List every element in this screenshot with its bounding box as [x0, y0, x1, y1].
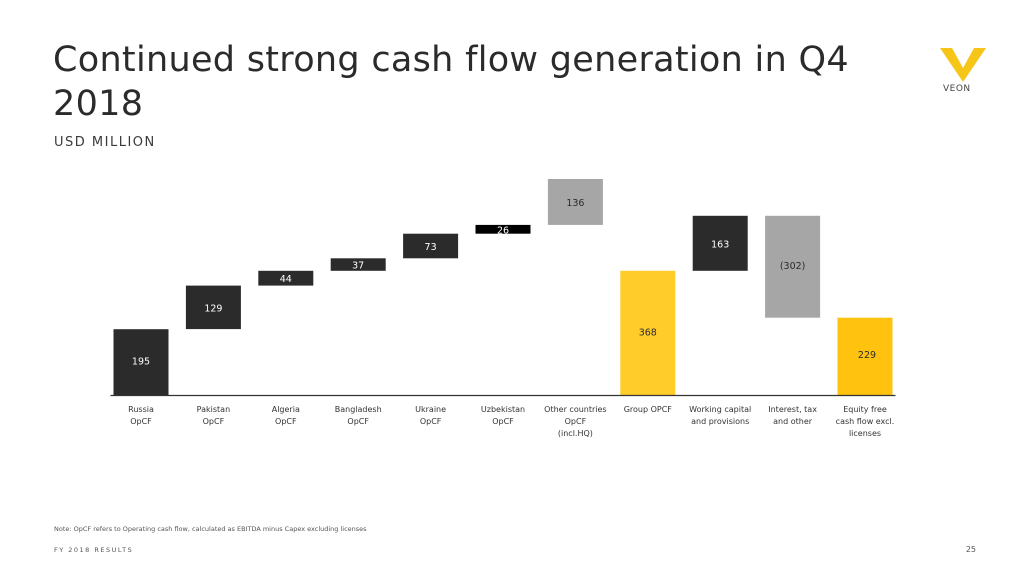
bar-value-label: 195	[132, 357, 150, 368]
bar-0	[113, 329, 169, 395]
x-tick-label: Pakistan	[197, 405, 231, 414]
page-subtitle: USD MILLION	[54, 135, 156, 150]
bar-value-label: 73	[425, 242, 437, 253]
bar-value-label: 37	[352, 261, 364, 272]
x-tick-label: OpCF	[420, 417, 442, 426]
x-tick-label: cash flow excl.	[836, 417, 895, 426]
bar-5	[475, 224, 531, 234]
bar-value-label: 163	[711, 239, 729, 250]
x-tick-label: licenses	[849, 429, 881, 438]
bar-3	[330, 258, 386, 271]
bar-value-label: 136	[566, 198, 584, 209]
x-tick-label: Other countries	[544, 405, 606, 414]
x-tick-label: Bangladesh	[335, 405, 382, 414]
page-number: 25	[965, 545, 976, 554]
x-tick-label: Working capital	[689, 405, 751, 414]
bar-6	[547, 179, 603, 225]
x-tick-label: Interest, tax	[768, 405, 817, 414]
veon-logo-icon	[940, 48, 986, 82]
x-tick-label: Algeria	[272, 405, 300, 414]
page-title: Continued strong cash flow generation in…	[53, 40, 849, 124]
x-tick-label: OpCF	[492, 417, 514, 426]
bar-10	[837, 317, 893, 395]
bar-8	[692, 215, 748, 271]
logo-wordmark: VEON	[943, 84, 971, 94]
bar-value-label: 229	[858, 350, 876, 361]
x-tick-label: Equity free	[843, 405, 887, 414]
x-tick-label: OpCF	[130, 417, 152, 426]
footer-label: FY 2018 RESULTS	[54, 546, 134, 554]
bar-1	[185, 285, 241, 330]
bar-value-label: 26	[497, 225, 509, 236]
footnote: Note: OpCF refers to Operating cash flow…	[54, 525, 367, 533]
bar-value-label: 129	[204, 303, 222, 314]
bar-value-label: 44	[280, 274, 292, 285]
x-tick-label: Group OPCF	[624, 405, 673, 414]
x-tick-label: (incl.HQ)	[558, 429, 593, 438]
x-tick-label: OpCF	[565, 417, 587, 426]
x-tick-label: and other	[773, 417, 813, 426]
bar-4	[403, 233, 459, 259]
bar-value-label: (302)	[780, 261, 806, 272]
bar-7	[620, 270, 676, 395]
x-tick-label: OpCF	[203, 417, 225, 426]
x-tick-label: Russia	[128, 405, 154, 414]
x-tick-label: and provisions	[691, 417, 749, 426]
x-tick-label: OpCF	[347, 417, 369, 426]
x-tick-label: Ukraine	[415, 405, 446, 414]
bar-value-label: 368	[639, 327, 657, 338]
bar-9	[765, 215, 821, 318]
x-tick-label: Uzbekistan	[481, 405, 525, 414]
bar-2	[258, 270, 314, 286]
x-tick-label: OpCF	[275, 417, 297, 426]
